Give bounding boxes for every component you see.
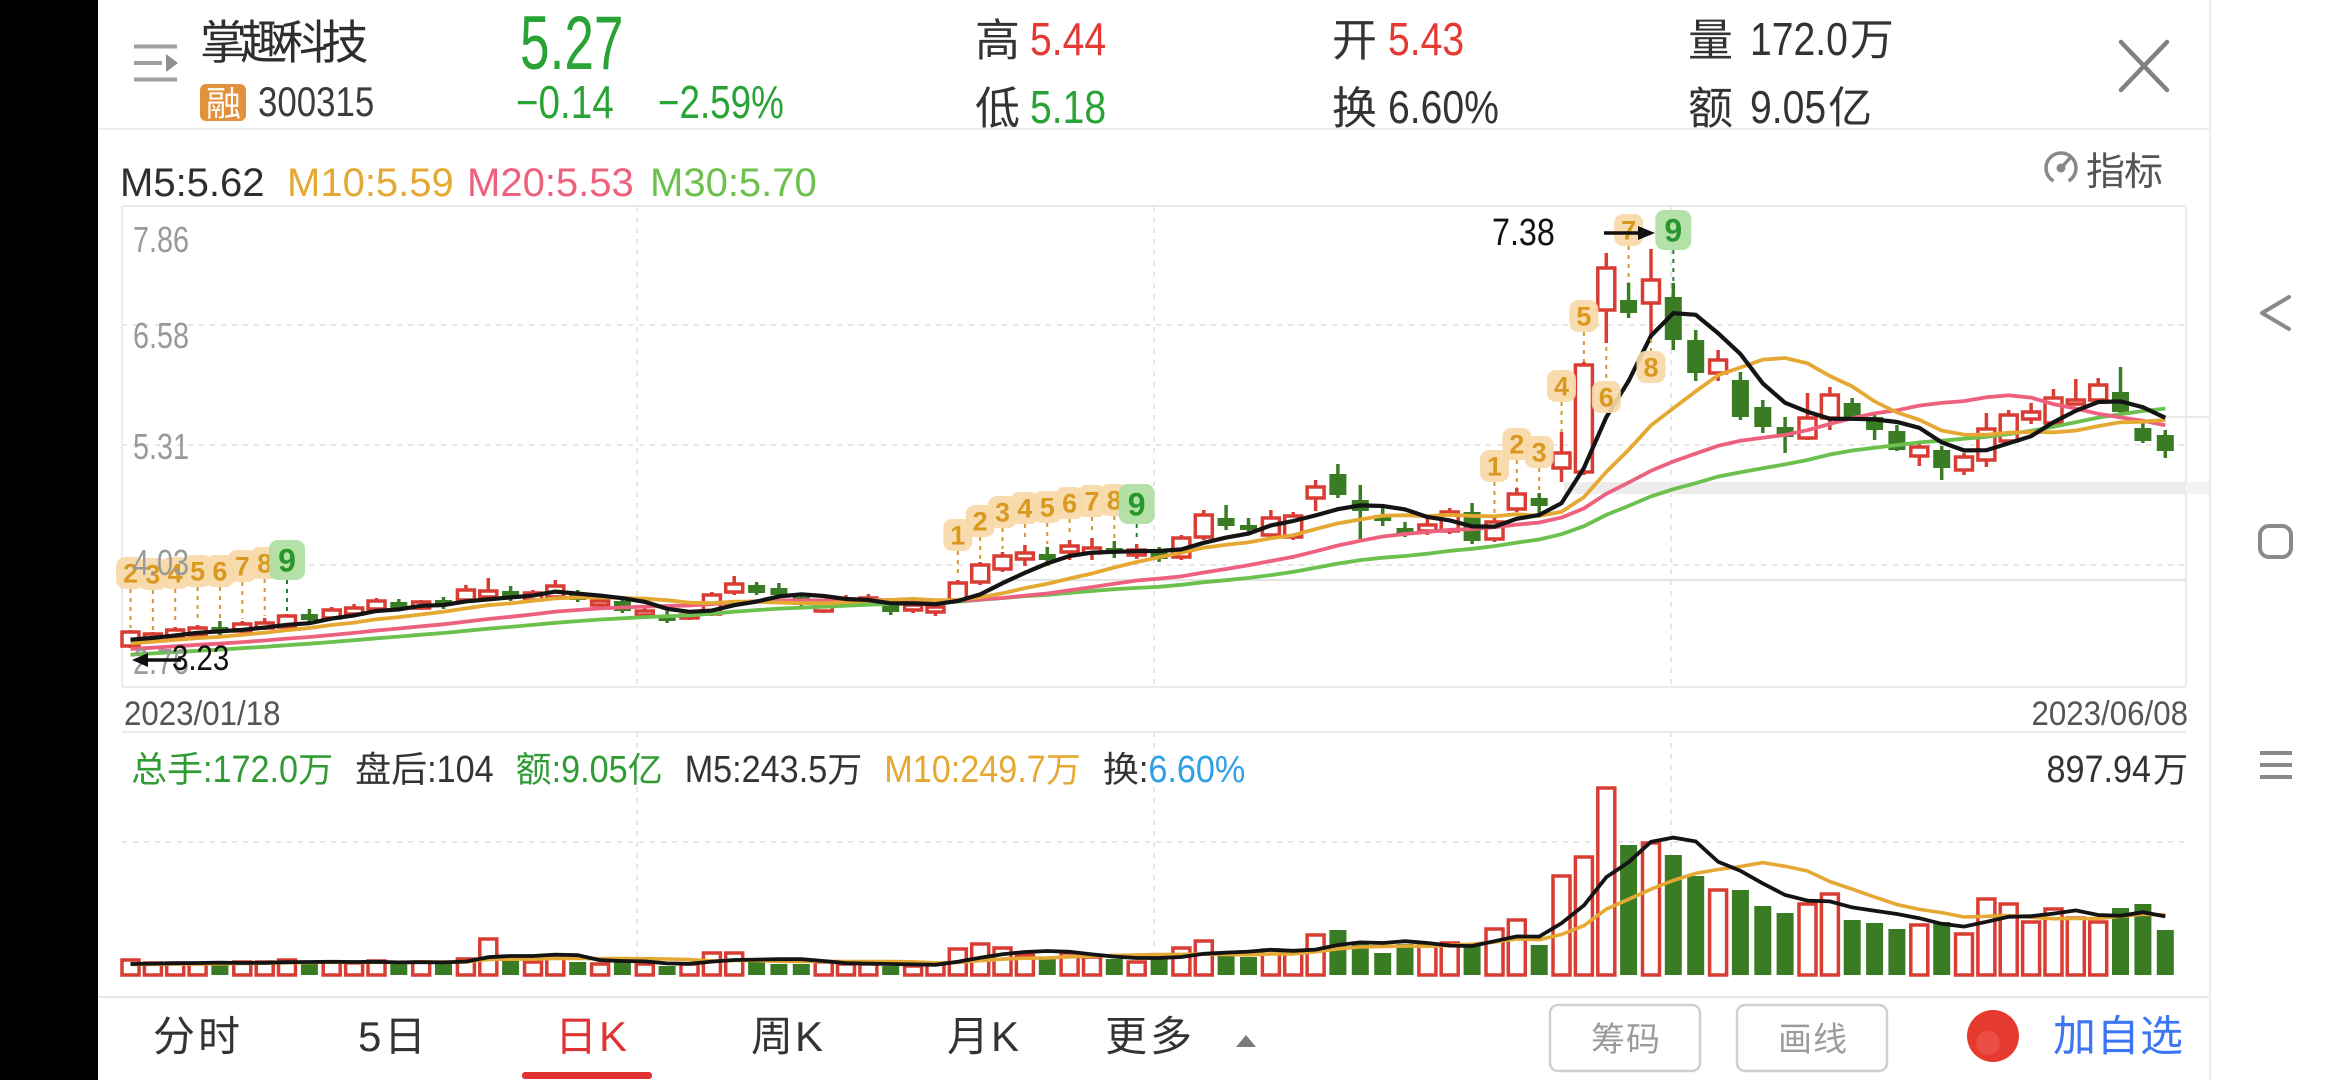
svg-text:4: 4 [1554, 372, 1569, 402]
svg-text:3: 3 [995, 498, 1010, 528]
svg-text:5.18: 5.18 [1030, 82, 1106, 134]
svg-text:2: 2 [123, 559, 138, 589]
svg-text:1: 1 [1487, 452, 1502, 482]
svg-text:6.60%: 6.60% [1148, 747, 1245, 790]
svg-text:6: 6 [1062, 489, 1077, 519]
svg-text:7: 7 [1084, 487, 1099, 517]
svg-text:5.27: 5.27 [520, 1, 624, 86]
svg-text:9: 9 [1664, 213, 1682, 249]
svg-text:6.58: 6.58 [133, 315, 189, 356]
svg-text:3: 3 [1532, 438, 1547, 468]
svg-text::104: :104 [427, 747, 494, 790]
svg-text:1: 1 [950, 521, 965, 551]
svg-text:5: 5 [1040, 493, 1055, 523]
svg-text:4.03: 4.03 [133, 542, 189, 583]
svg-text:9.05: 9.05 [1750, 82, 1826, 134]
svg-text:897.94: 897.94 [2046, 747, 2151, 790]
svg-text:300315: 300315 [258, 79, 374, 126]
svg-text:K: K [795, 1013, 823, 1060]
svg-text:−2.59%: −2.59% [658, 76, 784, 128]
svg-text:5.43: 5.43 [1388, 14, 1464, 66]
svg-text:8: 8 [1107, 486, 1122, 516]
svg-text:5: 5 [358, 1013, 381, 1060]
svg-text::172.0: :172.0 [203, 747, 298, 790]
svg-text:7.38: 7.38 [1492, 212, 1555, 254]
svg-text:2: 2 [1509, 430, 1524, 460]
svg-text:M10:249.7: M10:249.7 [884, 747, 1046, 790]
svg-text:M5:243.5: M5:243.5 [685, 747, 828, 790]
svg-text:M30:5.70: M30:5.70 [650, 161, 817, 205]
svg-text:8: 8 [1643, 353, 1658, 383]
svg-text:5.44: 5.44 [1030, 14, 1106, 66]
svg-text:6: 6 [1599, 383, 1614, 413]
svg-text::: : [1139, 747, 1149, 790]
svg-text:172.0: 172.0 [1750, 14, 1848, 66]
svg-text:7: 7 [1621, 216, 1636, 246]
svg-text:9: 9 [278, 543, 296, 579]
svg-text:3.23: 3.23 [172, 639, 229, 678]
svg-text:M20:5.53: M20:5.53 [467, 161, 634, 205]
svg-text:5: 5 [1576, 302, 1591, 332]
svg-text:5: 5 [190, 557, 205, 587]
svg-text:4: 4 [1017, 494, 1032, 524]
svg-text:2023/06/08: 2023/06/08 [2031, 694, 2188, 733]
svg-text:8: 8 [257, 549, 272, 579]
svg-text:7.86: 7.86 [133, 219, 189, 260]
svg-text::9.05: :9.05 [552, 747, 628, 790]
svg-text:4: 4 [168, 559, 183, 589]
svg-text:M10:5.59: M10:5.59 [287, 161, 454, 205]
svg-text:5.31: 5.31 [133, 426, 189, 467]
svg-text:2: 2 [973, 507, 988, 537]
svg-text:6: 6 [212, 557, 227, 587]
svg-text:K: K [599, 1013, 627, 1060]
svg-text:M5:5.62: M5:5.62 [120, 161, 265, 205]
svg-text:7: 7 [235, 552, 250, 582]
svg-text:K: K [991, 1013, 1019, 1060]
svg-text:−0.14: −0.14 [516, 77, 614, 128]
svg-text:6.60%: 6.60% [1388, 82, 1499, 134]
svg-text:9: 9 [1128, 487, 1146, 523]
svg-text:3: 3 [145, 560, 160, 590]
svg-text:2023/01/18: 2023/01/18 [124, 694, 281, 733]
